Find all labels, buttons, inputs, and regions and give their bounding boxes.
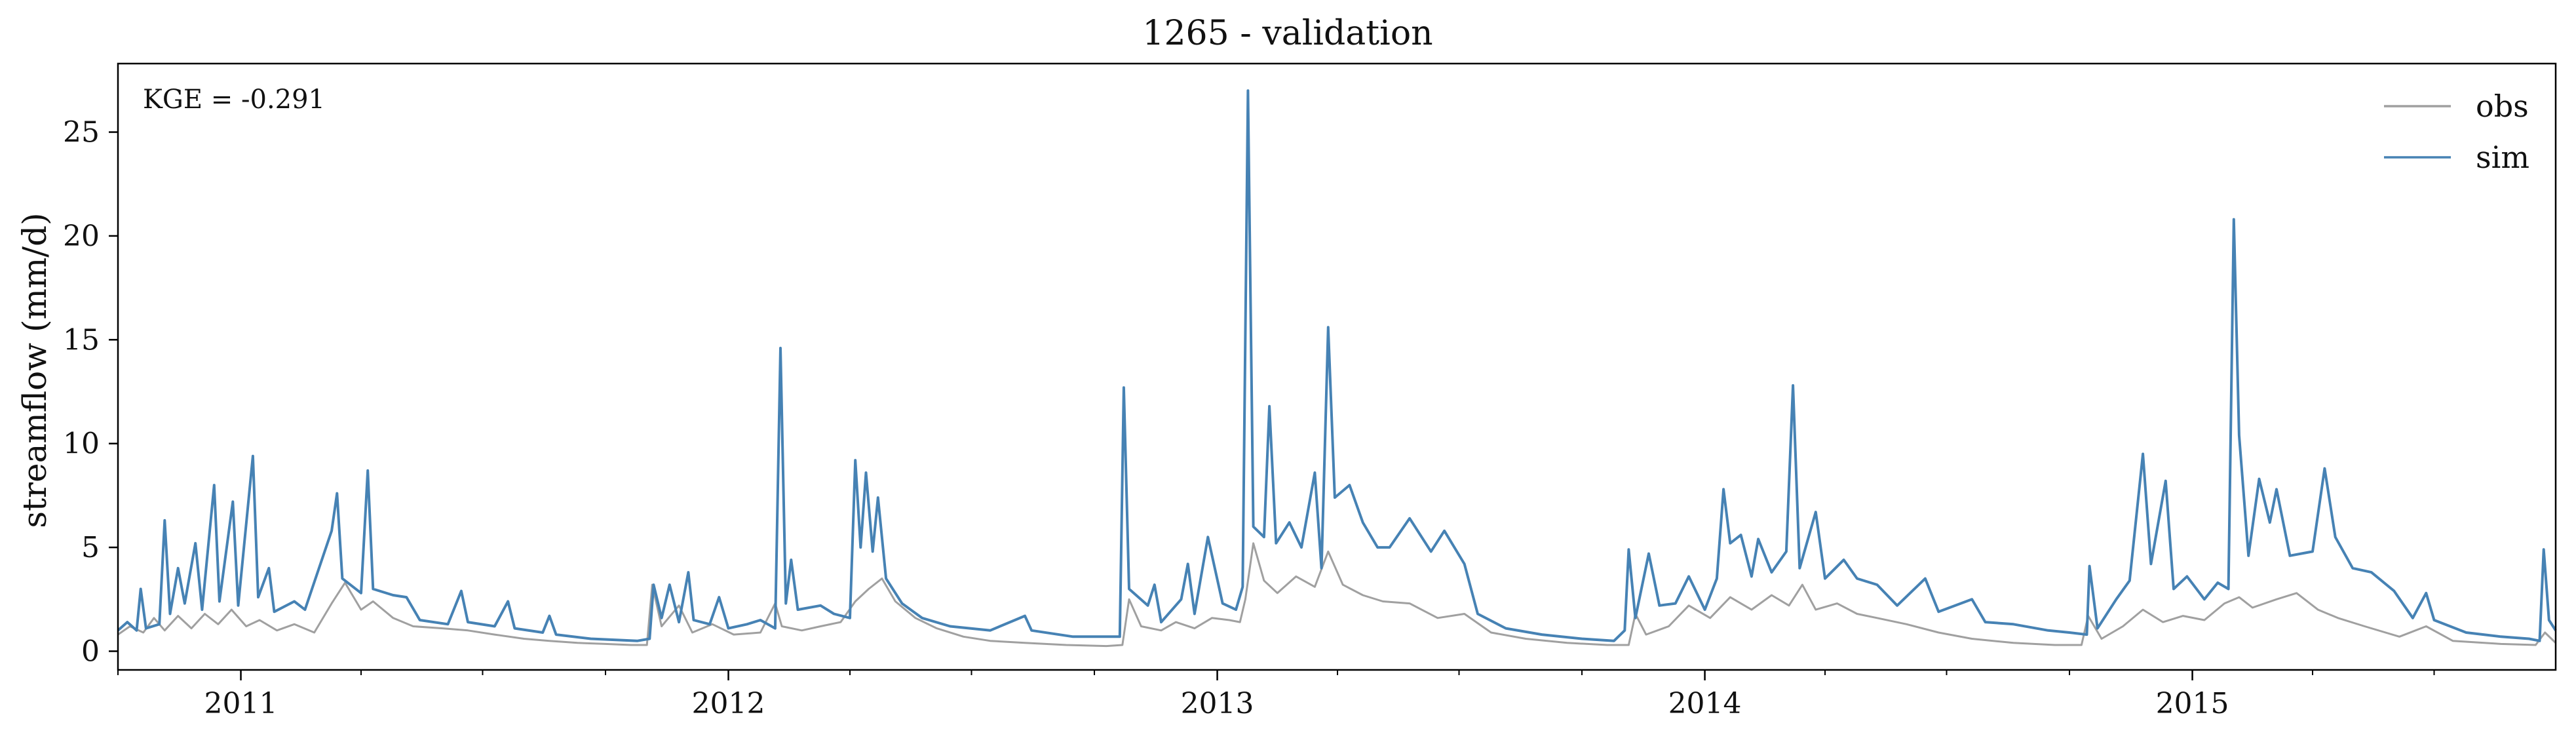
kge-annotation: KGE = -0.291 xyxy=(143,85,325,115)
y-tick-label: 10 xyxy=(63,427,100,461)
y-tick-label: 25 xyxy=(63,116,100,149)
series-line-sim xyxy=(117,89,2557,642)
plot-frame xyxy=(117,62,2557,671)
x-axis-ticks: 2011 2012 2013 2014 2015 xyxy=(117,670,2435,720)
series-line-obs xyxy=(117,542,2557,648)
y-axis-label: streamflow (mm/d) xyxy=(16,212,54,528)
y-axis-ticks: 0 5 10 15 20 25 xyxy=(63,116,118,668)
x-tick-label: 2014 xyxy=(1668,687,1742,720)
chart-title: 1265 - validation xyxy=(1142,14,1432,53)
y-tick-label: 15 xyxy=(63,323,100,357)
series-layer xyxy=(117,89,2557,648)
y-tick-label: 5 xyxy=(81,531,100,564)
plot-area xyxy=(117,89,2557,648)
x-tick-label: 2011 xyxy=(204,687,278,720)
x-tick-label: 2012 xyxy=(692,687,765,720)
legend: obs sim xyxy=(2384,88,2529,175)
legend-label-sim: sim xyxy=(2476,140,2529,175)
y-tick-label: 20 xyxy=(63,220,100,253)
x-tick-label: 2015 xyxy=(2156,687,2229,720)
legend-label-obs: obs xyxy=(2476,88,2529,124)
x-tick-label: 2013 xyxy=(1181,687,1254,720)
y-tick-label: 0 xyxy=(81,635,100,668)
